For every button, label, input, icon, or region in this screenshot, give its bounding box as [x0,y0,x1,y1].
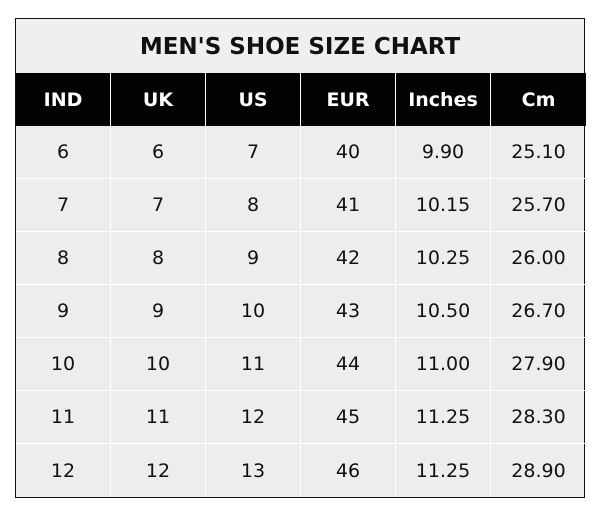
table-row: 6 6 7 40 9.90 25.10 [16,126,586,179]
column-header: UK [111,73,206,126]
table-cell: 12 [206,391,301,444]
table-cell: 13 [206,444,301,497]
table-cell: 43 [301,285,396,338]
table-row: 8 8 9 42 10.25 26.00 [16,232,586,285]
table-cell: 10 [16,338,111,391]
table-cell: 28.30 [491,391,586,444]
table-cell: 46 [301,444,396,497]
table-cell: 44 [301,338,396,391]
table-cell: 8 [111,232,206,285]
table-cell: 11.00 [396,338,491,391]
table-cell: 40 [301,126,396,179]
table-row: 9 9 10 43 10.50 26.70 [16,285,586,338]
table-cell: 8 [206,179,301,232]
table-cell: 9 [16,285,111,338]
table-cell: 6 [16,126,111,179]
table-cell: 10 [206,285,301,338]
table-cell: 42 [301,232,396,285]
table-cell: 8 [16,232,111,285]
table-cell: 10.15 [396,179,491,232]
table-row: 7 7 8 41 10.15 25.70 [16,179,586,232]
table-cell: 12 [111,444,206,497]
table-cell: 11.25 [396,444,491,497]
table-cell: 7 [111,179,206,232]
table-row: 10 10 11 44 11.00 27.90 [16,338,586,391]
column-header: Inches [396,73,491,126]
table-cell: 10.25 [396,232,491,285]
table-cell: 10 [111,338,206,391]
table-cell: 7 [16,179,111,232]
table-cell: 27.90 [491,338,586,391]
table-cell: 26.00 [491,232,586,285]
size-chart-table: MEN'S SHOE SIZE CHART IND UK US EUR Inches Cm… [15,18,586,498]
table-cell: 11.25 [396,391,491,444]
table-cell: 11 [111,391,206,444]
column-header: Cm [491,73,586,126]
column-header: US [206,73,301,126]
header-row: IND UK US EUR Inches Cm [16,73,586,126]
table-cell: 28.90 [511,459,566,482]
table-cell: 9.90 [396,126,491,179]
table-row: 11 11 12 45 11.25 28.30 [16,391,586,444]
table-cell: 9 [111,285,206,338]
table-cell: 25.70 [491,179,586,232]
table-cell: 26.70 [491,285,586,338]
table-cell: 7 [206,126,301,179]
table-cell: 6 [111,126,206,179]
table-cell: 25.10 [491,126,586,179]
table-cell: 11 [206,338,301,391]
table-cell: 12 [16,444,111,497]
table-cell: 45 [301,391,396,444]
table-cell: 9 [206,232,301,285]
table-row: 12 12 13 46 11.25 28.90 [16,444,584,497]
column-header: IND [16,73,111,126]
table-cell: 11 [16,391,111,444]
table-title: MEN'S SHOE SIZE CHART [16,19,584,73]
table-body: 6 6 7 40 9.90 25.10 7 7 8 41 10.15 25.70 8 8 9 42 10.25 2… [16,126,586,497]
table-cell: 10.50 [396,285,491,338]
table-cell: 41 [301,179,396,232]
column-header: EUR [301,73,396,126]
